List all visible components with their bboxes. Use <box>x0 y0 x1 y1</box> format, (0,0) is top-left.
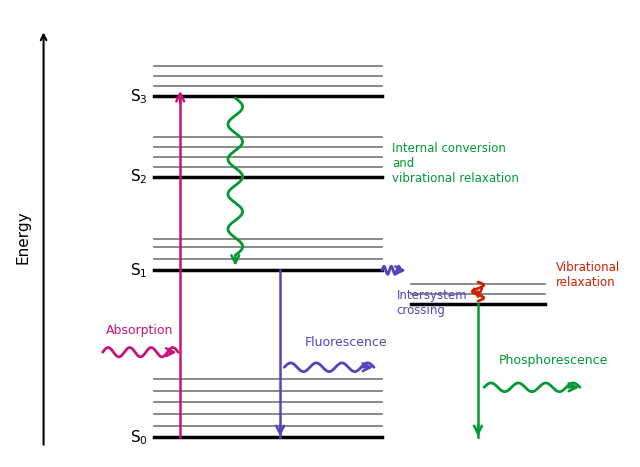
Text: S$_1$: S$_1$ <box>130 261 148 280</box>
Text: Phosphorescence: Phosphorescence <box>499 354 608 367</box>
Text: Internal conversion
and
vibrational relaxation: Internal conversion and vibrational rela… <box>392 142 519 185</box>
Text: S$_3$: S$_3$ <box>130 87 148 106</box>
Text: Energy: Energy <box>15 210 31 264</box>
Text: S$_0$: S$_0$ <box>130 428 148 447</box>
Text: Fluorescence: Fluorescence <box>305 336 387 349</box>
Text: Absorption: Absorption <box>106 324 173 337</box>
Text: S$_2$: S$_2$ <box>130 167 148 186</box>
Text: Intersystem
crossing: Intersystem crossing <box>396 289 467 317</box>
Text: Vibrational
relaxation: Vibrational relaxation <box>556 262 620 289</box>
